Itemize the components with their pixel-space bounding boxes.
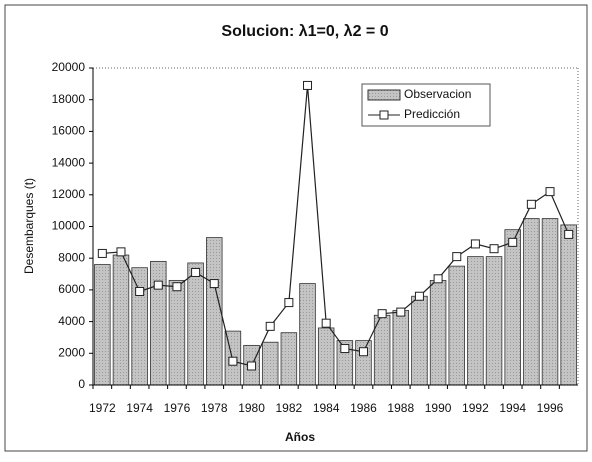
x-tick-label: 1978 (201, 401, 228, 415)
marker (209, 279, 219, 289)
bar (560, 224, 577, 386)
y-tick-label: 6000 (58, 282, 85, 296)
bar (112, 254, 130, 386)
y-tick-label: 4000 (58, 314, 85, 328)
marker (116, 247, 126, 257)
x-tick-label: 1994 (499, 401, 526, 415)
marker (377, 309, 387, 319)
x-tick-label: 1990 (425, 401, 452, 415)
bar (299, 283, 316, 386)
x-tick-label: 1986 (350, 401, 377, 415)
bar (94, 264, 111, 386)
chart-title: Solucion: λ1=0, λ2 = 0 (221, 23, 388, 40)
marker (247, 361, 257, 371)
y-tick-label: 16000 (52, 124, 86, 138)
bar (150, 260, 167, 386)
marker (545, 187, 555, 197)
bar (504, 229, 521, 386)
marker (358, 347, 368, 357)
y-tick-label: 20000 (52, 60, 86, 74)
x-tick-label: 1982 (276, 401, 303, 415)
y-tick-label: 14000 (52, 155, 86, 169)
bar (467, 256, 484, 386)
bar (131, 267, 148, 386)
marker (284, 298, 294, 308)
y-tick-label: 0 (78, 377, 85, 391)
x-tick-label: 1976 (164, 401, 191, 415)
bar (280, 332, 298, 386)
x-tick-label: 1972 (89, 401, 116, 415)
x-tick-label: 1996 (537, 401, 564, 415)
x-tick-label: 1984 (313, 401, 340, 415)
bar (448, 265, 465, 386)
bar (392, 310, 410, 386)
marker (191, 267, 201, 277)
marker (265, 321, 275, 331)
x-axis-label: Años (285, 430, 315, 444)
bar (317, 327, 335, 386)
bar (485, 256, 503, 386)
marker (396, 307, 406, 317)
marker (452, 252, 462, 262)
marker (508, 237, 518, 247)
marker (433, 274, 443, 284)
x-tick-label: 1974 (126, 401, 153, 415)
y-tick-label: 2000 (58, 345, 85, 359)
marker (321, 318, 331, 328)
marker (135, 286, 145, 296)
marker (172, 282, 182, 292)
y-axis-label: Desembarques (t) (22, 178, 36, 274)
marker (228, 356, 238, 366)
y-tick-label: 18000 (52, 92, 86, 106)
marker (470, 239, 480, 249)
marker (97, 248, 107, 258)
marker (489, 244, 499, 254)
bar (429, 279, 447, 386)
marker (414, 291, 424, 301)
legend-label: Observacion (404, 87, 471, 101)
bar (187, 262, 204, 386)
legend-marker (379, 110, 389, 120)
bar (411, 295, 428, 386)
x-tick-label: 1988 (387, 401, 414, 415)
marker (526, 199, 536, 209)
bar (168, 279, 186, 386)
bar (261, 341, 279, 386)
marker (303, 80, 313, 90)
marker (340, 344, 350, 354)
bar (523, 218, 540, 386)
marker (564, 229, 574, 239)
x-tick-label: 1992 (462, 401, 489, 415)
x-tick-label: 1980 (238, 401, 265, 415)
y-tick-label: 8000 (58, 250, 85, 264)
y-tick-label: 10000 (52, 219, 86, 233)
marker (153, 280, 163, 290)
y-tick-label: 12000 (52, 187, 86, 201)
legend-swatch (367, 89, 401, 101)
bar (541, 218, 559, 386)
legend-label: Predicción (404, 107, 460, 121)
bar (206, 237, 223, 386)
